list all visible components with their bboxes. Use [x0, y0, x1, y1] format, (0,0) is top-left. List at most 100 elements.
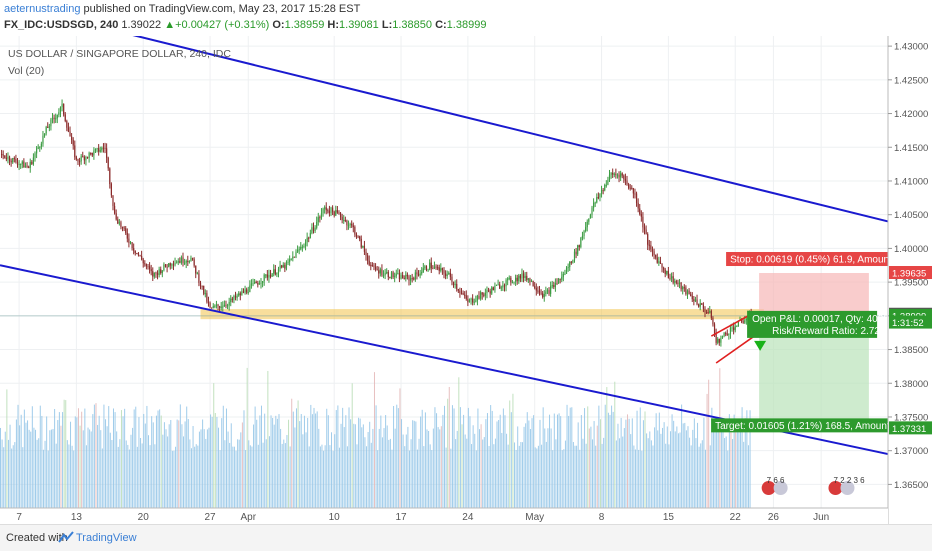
candle-body [476, 295, 479, 301]
candle-body [440, 268, 442, 271]
candle-body [304, 242, 307, 247]
candle-body [98, 148, 100, 152]
volume-bar [706, 393, 708, 508]
volume-bar [267, 370, 269, 508]
candle-body [721, 335, 724, 339]
candle-body [575, 251, 577, 255]
volume-bar [743, 441, 745, 508]
candle-body [184, 262, 186, 264]
candle-body [728, 333, 730, 335]
volume-bar [41, 415, 43, 508]
candle-body [5, 157, 7, 160]
candle-body [12, 158, 14, 163]
candle-body [452, 281, 455, 286]
candle-body [50, 119, 52, 127]
volume-bar [627, 414, 629, 508]
candle-body [454, 283, 456, 286]
volume-bar [590, 426, 592, 508]
candle-body [529, 278, 531, 282]
candle-body [632, 188, 634, 194]
price-tick-label: 1.36500 [894, 480, 928, 491]
volume-bar [730, 426, 732, 508]
candle-body [389, 277, 391, 279]
volume-bar [130, 434, 132, 508]
volume-bar [528, 420, 530, 508]
candle-body [185, 260, 187, 263]
candle-body [705, 312, 708, 314]
volume-bar [415, 421, 417, 508]
volume-bar [444, 405, 445, 508]
volume-bar [366, 446, 368, 508]
candle-body [16, 162, 19, 165]
candle-body [713, 324, 716, 334]
candle-body [715, 333, 717, 343]
candle-body [121, 226, 124, 228]
candle-body [317, 217, 319, 222]
volume-bar [238, 439, 240, 508]
candle-body [588, 218, 590, 222]
candle-body [300, 246, 302, 250]
volume-bar [229, 442, 231, 508]
volume-bar [132, 427, 134, 508]
candle-body [524, 275, 526, 279]
volume-bar [268, 436, 270, 508]
candle-body [565, 267, 568, 274]
candle-body [0, 154, 3, 155]
volume-bar [95, 403, 97, 508]
volume-bar [704, 449, 706, 508]
candle-body [309, 233, 311, 238]
candle-body [320, 213, 323, 218]
volume-bar [240, 432, 242, 508]
volume-bar [65, 400, 67, 508]
candle-body [374, 266, 377, 270]
volume-bar [747, 445, 749, 508]
volume-bar [337, 405, 339, 508]
candle-body [702, 304, 704, 309]
candle-body [553, 285, 555, 288]
symbol-label: FX_IDC:USDSGD, 240 [4, 19, 119, 31]
low-value: 1.38850 [392, 19, 432, 31]
candle-body [285, 262, 288, 269]
volume-bar [744, 418, 746, 508]
volume-bar [399, 388, 401, 508]
candle-body [274, 269, 276, 275]
author-link[interactable]: aeternustrading [4, 3, 81, 15]
volume-bar [82, 430, 84, 508]
volume-bar [663, 422, 665, 508]
volume-bar [469, 416, 471, 508]
candle-body [101, 147, 103, 151]
volume-bar [555, 439, 557, 508]
candle-body [346, 220, 348, 226]
volume-bar [55, 443, 57, 508]
volume-bar [300, 414, 302, 508]
candle-body [142, 259, 144, 264]
candle-body [569, 261, 571, 268]
price-chart[interactable]: Stop: 0.00619 (0.45%) 61.9, Amount: Open … [0, 36, 932, 524]
candle-body [693, 299, 695, 302]
candle-body [303, 246, 305, 248]
volume-bar [436, 413, 438, 508]
candle-body [125, 228, 127, 233]
candle-body [69, 131, 71, 137]
volume-bar [275, 415, 277, 508]
volume-bar [36, 439, 38, 508]
candle-body [214, 305, 216, 307]
candle-body [158, 269, 160, 275]
last-price: 1.39022 [121, 19, 162, 31]
volume-bar [685, 430, 687, 508]
volume-bar [652, 445, 654, 508]
candle-body [295, 251, 297, 258]
candle-body [419, 273, 421, 276]
volume-bar [681, 404, 683, 508]
candle-body [312, 227, 315, 231]
volume-bar [224, 440, 226, 508]
volume-bar [588, 428, 590, 508]
time-tick-label: Apr [240, 512, 256, 523]
volume-bar [665, 443, 667, 508]
volume-bar [373, 372, 375, 508]
volume-bar [584, 408, 586, 508]
price-axis: 1.43000 1.42500 1.42000 1.41500 1.41000 1.405… [887, 36, 932, 524]
volume-bar [623, 428, 625, 508]
price-badge [889, 421, 932, 435]
tradingview-brand[interactable]: TradingView [76, 532, 137, 544]
